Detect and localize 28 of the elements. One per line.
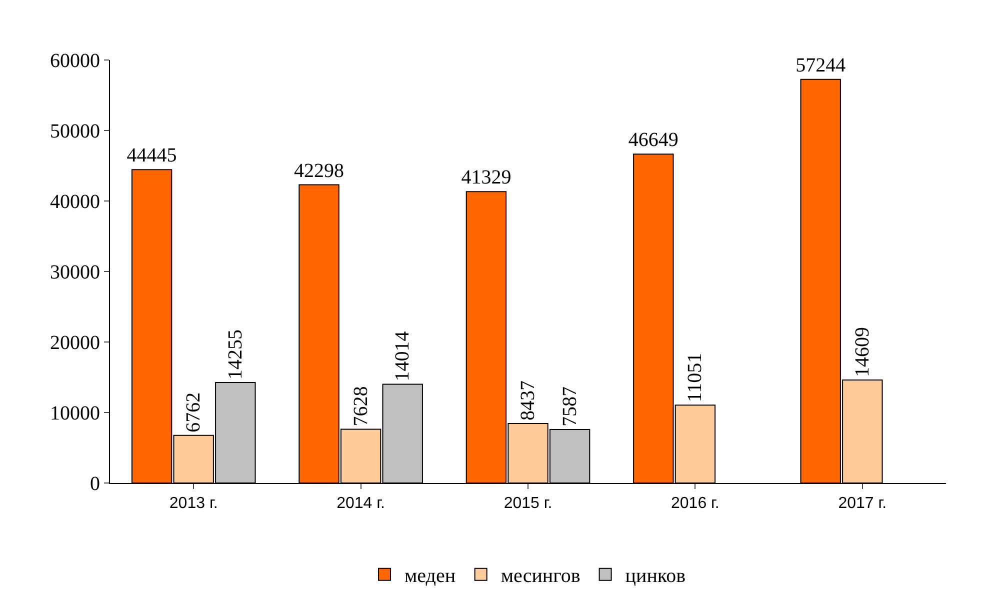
data-label: 46649 [628, 129, 678, 152]
y-tick-label: 10000 [50, 402, 100, 424]
legend-label: цинков [625, 565, 686, 588]
x-tick-label: 2015 г. [504, 495, 552, 512]
y-tick-label: 30000 [50, 262, 100, 284]
data-label: 7628 [350, 386, 372, 426]
y-tick-label: 20000 [50, 332, 100, 354]
data-label: 11051 [684, 352, 706, 402]
data-label: 14014 [392, 331, 414, 382]
data-label: 42298 [294, 160, 344, 182]
legend-label: меден [404, 565, 456, 588]
legend-label: месингов [500, 565, 580, 588]
y-tick-label: 50000 [50, 120, 100, 142]
data-label: 6762 [182, 392, 205, 432]
data-label: 57244 [796, 54, 846, 76]
data-label: 14609 [851, 327, 874, 378]
data-label: 14255 [224, 330, 246, 380]
x-tick-label: 2017 г. [838, 495, 887, 512]
y-tick-label: 0 [90, 473, 100, 495]
data-label: 7587 [558, 386, 581, 427]
x-tick-label: 2013 г. [169, 495, 218, 512]
data-label: 41329 [461, 166, 512, 189]
x-tick-label: 2014 г. [336, 495, 385, 512]
y-tick-label: 40000 [50, 191, 100, 213]
data-label: 8437 [517, 380, 539, 421]
x-tick-label: 2016 г. [671, 495, 720, 512]
data-label: 44445 [126, 144, 177, 167]
y-tick-label: 60000 [50, 50, 100, 72]
